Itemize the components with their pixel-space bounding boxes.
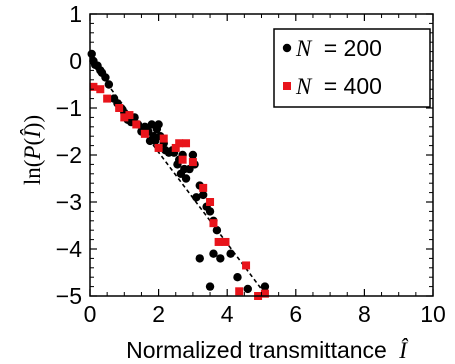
x-tick-label: 2: [152, 301, 165, 327]
data-point-n200: [195, 254, 204, 263]
data-point-n200: [212, 226, 222, 235]
x-tick-label: 6: [289, 301, 302, 327]
data-point-n400: [242, 261, 251, 270]
y-tick-label: −3: [56, 189, 82, 215]
data-point-n200: [243, 284, 252, 294]
data-point-n400: [96, 85, 105, 94]
data-point-n400: [209, 219, 218, 228]
data-point-n400: [206, 198, 215, 206]
legend-label-n200: N = 200: [295, 35, 382, 61]
legend-value-n400: = 400: [324, 73, 382, 99]
y-axis-title: ln(P(Î)): [20, 115, 45, 185]
y-axis-title-close: )): [20, 115, 45, 130]
data-point-n400: [214, 237, 223, 246]
data-point-n200: [101, 73, 110, 82]
x-tick-label: 8: [358, 301, 371, 327]
data-point-n400: [221, 237, 230, 246]
x-axis-title: Normalized transmittance Î: [126, 337, 409, 363]
legend-marker-n400: [283, 82, 291, 90]
y-tick-label: −5: [56, 283, 82, 309]
data-point-n200: [188, 150, 198, 160]
data-point-n400: [120, 113, 129, 122]
data-point-n200: [205, 282, 215, 291]
data-point-n400: [140, 129, 149, 138]
data-point-n200: [216, 254, 225, 263]
x-tick-label: 10: [420, 301, 446, 327]
data-point-n200: [260, 282, 270, 291]
data-point-n400: [188, 158, 197, 167]
legend-marker-n200: [282, 43, 292, 53]
data-point-n200: [209, 249, 218, 258]
legend: N = 200 N = 400: [273, 28, 431, 108]
data-point-n200: [226, 249, 235, 258]
data-point-n400: [171, 143, 180, 152]
data-point-n400: [159, 134, 168, 143]
legend-value-n200: = 200: [324, 35, 382, 61]
data-point-n400: [175, 139, 184, 148]
y-tick-label: −2: [56, 142, 82, 168]
data-point-n200: [233, 273, 242, 282]
data-point-n400: [235, 287, 244, 296]
data-point-n400: [115, 104, 124, 112]
legend-box: [273, 28, 431, 108]
data-points-layer: [87, 49, 270, 300]
y-axis-title-function: P: [20, 146, 45, 161]
data-point-n200: [104, 80, 114, 89]
y-tick-label: 1: [69, 1, 82, 27]
legend-var-n200: N: [295, 36, 313, 61]
data-point-n200: [154, 120, 163, 129]
y-axis-title-open: (: [20, 138, 45, 146]
axes: 0 2 4 6 8 10 −5 −4 −3 −2 −1 0 1: [56, 1, 446, 327]
data-point-n200: [181, 174, 191, 183]
data-point-n200: [87, 49, 96, 59]
data-point-n400: [199, 183, 208, 192]
data-point-n400: [103, 94, 112, 103]
y-tick-label: −1: [56, 95, 82, 121]
data-point-n400: [178, 155, 187, 164]
x-tick-label: 4: [221, 301, 234, 327]
data-point-n400: [260, 289, 269, 298]
data-point-n200: [198, 190, 208, 200]
data-point-n400: [125, 111, 134, 120]
y-axis-title-prefix: ln(: [20, 160, 45, 186]
legend-label-n400: N = 400: [295, 73, 382, 99]
data-point-n400: [182, 139, 191, 148]
data-point-n200: [192, 193, 201, 202]
legend-var-n400: N: [295, 74, 313, 99]
data-point-n400: [154, 143, 163, 152]
y-tick-label: −4: [56, 236, 82, 262]
data-point-n400: [132, 120, 141, 129]
x-axis-title-symbol: Î: [398, 338, 409, 363]
x-axis-title-text: Normalized transmittance: [126, 337, 387, 363]
x-tick-label: 0: [84, 301, 97, 327]
y-axis-title-symbol: Î: [20, 128, 45, 139]
y-tick-label: 0: [69, 48, 82, 74]
data-point-n200: [205, 207, 215, 216]
data-point-n400: [89, 82, 98, 91]
